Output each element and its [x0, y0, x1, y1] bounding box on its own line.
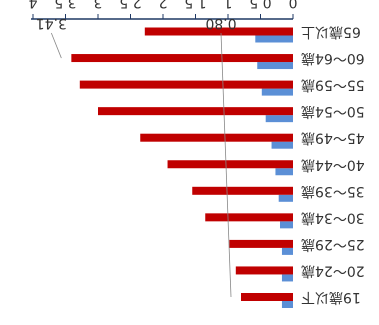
- tick-label: 2: [159, 0, 168, 10]
- bar-series1: [275, 168, 293, 176]
- bar-series2: [235, 266, 293, 275]
- annotation-label: 0.80: [205, 15, 236, 31]
- tick-label: 3.5: [54, 0, 76, 10]
- category-label: 30～34歳: [301, 209, 365, 225]
- bar-series1: [280, 221, 293, 229]
- value-ticks: 0 0.5 1 1.5 2 2.5 3 3.5 4: [28, 0, 297, 19]
- bar-series2: [140, 133, 293, 142]
- bar-series1: [281, 274, 293, 282]
- plot-area: 0 0.5 1 1.5 2 2.5 3 3.5 4 19歳以下 20～24歳 25～29歳 30～34…: [28, 0, 365, 308]
- category-label: 60～64歳: [301, 50, 365, 66]
- bar-series2: [192, 186, 293, 195]
- bar-series1: [271, 141, 293, 149]
- category-label: 25～29歳: [301, 236, 365, 252]
- bar-series2: [79, 80, 293, 89]
- category-label: 19歳以下: [301, 289, 361, 305]
- tick-label: 1.5: [184, 0, 206, 10]
- tick-label: 1: [224, 0, 233, 10]
- category-label: 55～59歳: [301, 77, 365, 93]
- category-label: 50～54歳: [301, 103, 365, 119]
- annotation-leader: [220, 32, 232, 298]
- bar-series1: [278, 194, 293, 202]
- annotation-leader: [50, 32, 62, 59]
- tick-label: 4: [28, 0, 37, 10]
- bar-series2: [241, 293, 293, 301]
- bar-series2: [144, 27, 293, 36]
- tick-label: 0: [289, 0, 298, 10]
- category-label: 40～44歳: [301, 156, 365, 172]
- annotation-label: 3.41: [36, 15, 67, 31]
- bar-series2: [71, 54, 293, 63]
- bar-series1: [255, 35, 293, 43]
- bar-series1: [261, 88, 293, 96]
- bar-series2: [229, 239, 293, 248]
- bar-series1: [257, 62, 293, 70]
- category-label: 35～39歳: [301, 183, 365, 199]
- tick-label: 3: [94, 0, 103, 10]
- category-label: 20～24歳: [301, 262, 365, 278]
- tick-label: 0.5: [249, 0, 271, 10]
- bars: [71, 27, 293, 308]
- bar-series1: [281, 301, 293, 308]
- category-label: 45～49歳: [301, 130, 365, 146]
- bar-series2: [167, 160, 293, 169]
- annotations: 0.80 3.41: [36, 15, 237, 298]
- bar-series1: [281, 247, 293, 255]
- category-label: 65歳以上: [301, 24, 361, 40]
- bar-series2: [98, 107, 293, 116]
- bar-series2: [205, 213, 293, 222]
- category-labels: 19歳以下 20～24歳 25～29歳 30～34歳 35～39歳 40～44歳 45～49…: [301, 24, 365, 306]
- tick-label: 2.5: [119, 0, 141, 10]
- bar-series1: [265, 115, 293, 123]
